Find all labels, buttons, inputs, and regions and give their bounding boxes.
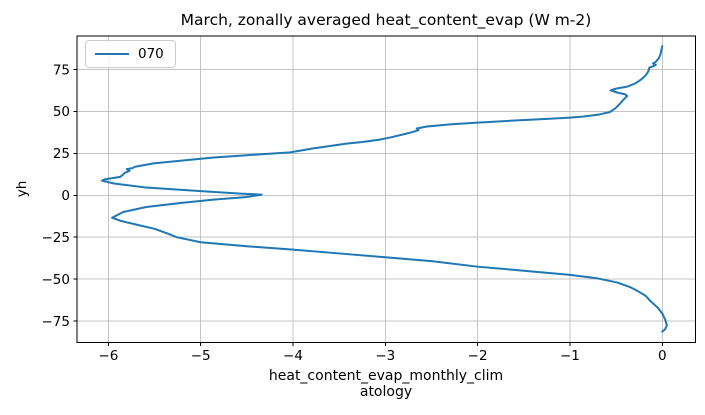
y-tick-label: −75 (42, 314, 71, 330)
y-tick-label: 25 (53, 146, 70, 162)
axes-frame (76, 35, 696, 343)
x-axis-label-line1: heat_content_evap_monthly_clim (268, 368, 504, 384)
x-tick-label: −6 (98, 348, 118, 364)
y-axis-label: yh (14, 180, 30, 198)
y-tick-label: 50 (53, 104, 70, 120)
y-tick-label: 75 (53, 62, 70, 78)
x-tick-label: −2 (468, 348, 488, 364)
x-tick-label: 0 (658, 348, 667, 364)
x-tick-label: −4 (283, 348, 303, 364)
legend[interactable]: 070 (85, 40, 176, 68)
x-tick-label: −1 (560, 348, 580, 364)
legend-line-sample (95, 53, 129, 55)
series-line-070 (100, 45, 668, 333)
y-tick-label: −25 (42, 230, 71, 246)
y-tick-label: −50 (42, 272, 71, 288)
legend-label: 070 (138, 46, 164, 62)
x-axis-label: heat_content_evap_monthly_clim atology (77, 368, 695, 400)
x-tick-label: −5 (191, 348, 211, 364)
x-tick-label: −3 (375, 348, 395, 364)
x-axis-label-line2: atology (359, 383, 413, 400)
y-tick-label: 0 (61, 188, 70, 204)
chart-title: March, zonally averaged heat_content_eva… (180, 11, 592, 29)
